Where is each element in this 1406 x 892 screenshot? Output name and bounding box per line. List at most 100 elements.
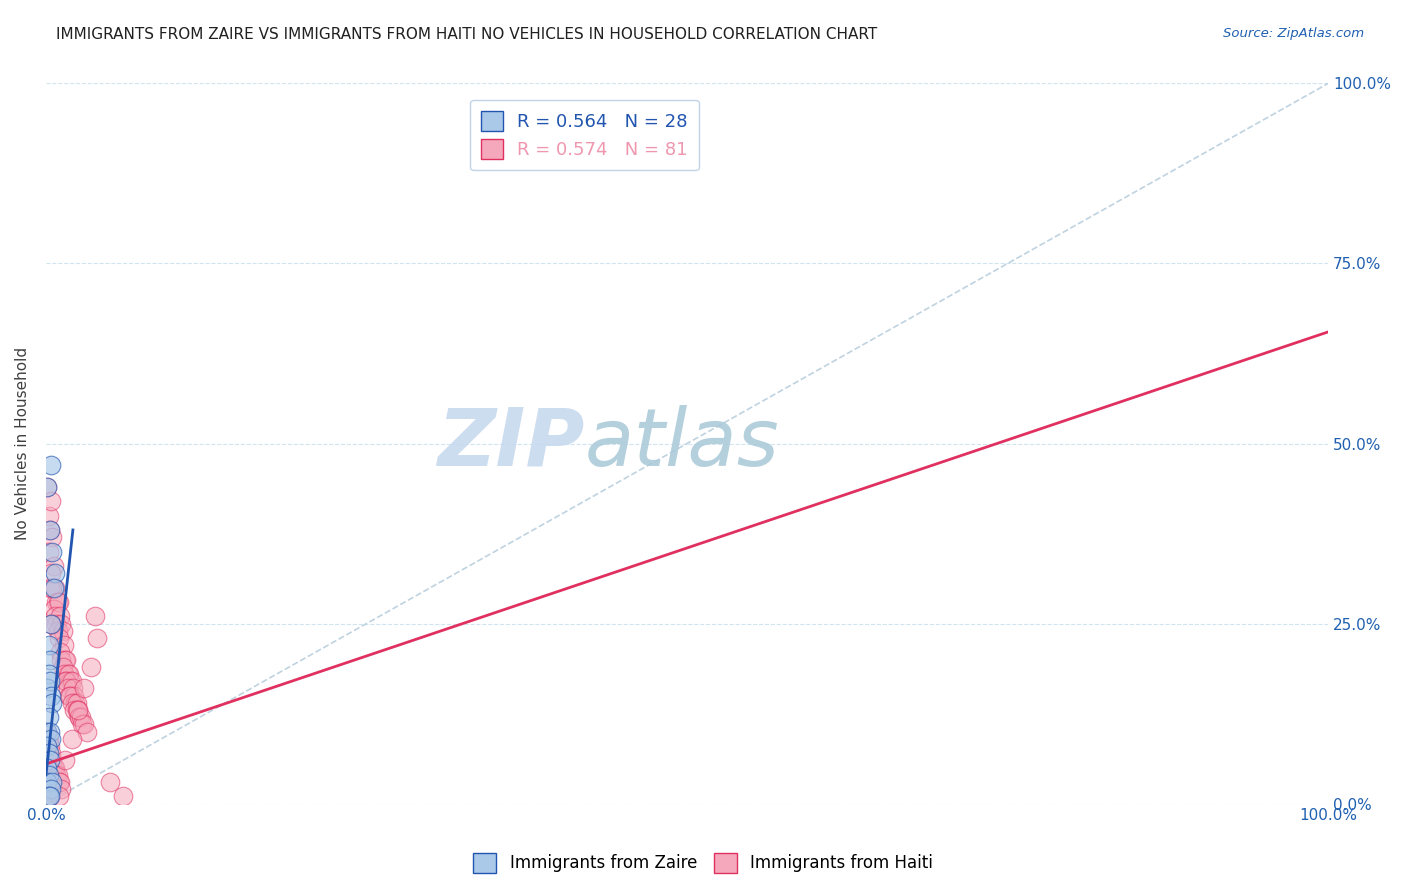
- Point: [48, 631, 70, 645]
- Text: ZIP: ZIP: [437, 405, 585, 483]
- Legend: R = 0.564   N = 28, R = 0.574   N = 81: R = 0.564 N = 28, R = 0.574 N = 81: [471, 100, 699, 170]
- Point: [39, 494, 62, 508]
- Text: IMMIGRANTS FROM ZAIRE VS IMMIGRANTS FROM HAITI NO VEHICLES IN HOUSEHOLD CORRELAT: IMMIGRANTS FROM ZAIRE VS IMMIGRANTS FROM…: [56, 27, 877, 42]
- Point: [41, 544, 63, 558]
- Point: [59, 689, 82, 703]
- Point: [42, 581, 65, 595]
- Point: [60, 674, 83, 689]
- Point: [67, 710, 90, 724]
- Point: [38, 652, 60, 666]
- Point: [44, 581, 66, 595]
- Point: [38, 523, 60, 537]
- Point: [38, 789, 60, 804]
- Point: [38, 746, 60, 760]
- Point: [45, 768, 67, 782]
- Point: [37, 480, 59, 494]
- Point: [65, 696, 87, 710]
- Point: [98, 775, 121, 789]
- Point: [49, 609, 72, 624]
- Point: [37, 724, 59, 739]
- Point: [37, 739, 59, 753]
- Point: [38, 523, 60, 537]
- Point: [41, 530, 63, 544]
- Point: [48, 775, 70, 789]
- Point: [52, 638, 75, 652]
- Point: [52, 624, 75, 638]
- Point: [51, 782, 73, 797]
- Point: [37, 681, 59, 696]
- Point: [39, 458, 62, 472]
- Point: [38, 753, 60, 767]
- Point: [53, 674, 76, 689]
- Point: [44, 566, 66, 581]
- Point: [59, 674, 82, 689]
- Point: [42, 761, 65, 775]
- Point: [39, 782, 62, 797]
- Point: [66, 703, 89, 717]
- Point: [56, 667, 79, 681]
- Point: [42, 558, 65, 573]
- Point: [41, 753, 63, 767]
- Point: [60, 696, 83, 710]
- Point: [38, 789, 60, 804]
- Point: [56, 681, 79, 696]
- Point: [41, 581, 63, 595]
- Point: [38, 710, 60, 724]
- Legend: Immigrants from Zaire, Immigrants from Haiti: Immigrants from Zaire, Immigrants from H…: [467, 847, 939, 880]
- Point: [86, 631, 108, 645]
- Point: [73, 717, 96, 731]
- Point: [55, 674, 77, 689]
- Point: [51, 616, 73, 631]
- Point: [53, 753, 76, 767]
- Point: [46, 595, 69, 609]
- Point: [63, 689, 86, 703]
- Point: [76, 724, 98, 739]
- Point: [41, 696, 63, 710]
- Point: [60, 731, 83, 746]
- Point: [37, 724, 59, 739]
- Point: [67, 710, 90, 724]
- Point: [38, 768, 60, 782]
- Point: [38, 581, 60, 595]
- Point: [38, 731, 60, 746]
- Point: [46, 768, 69, 782]
- Point: [58, 667, 80, 681]
- Point: [66, 703, 89, 717]
- Point: [62, 681, 84, 696]
- Point: [37, 761, 59, 775]
- Point: [48, 789, 70, 804]
- Point: [38, 739, 60, 753]
- Point: [38, 789, 60, 804]
- Point: [38, 724, 60, 739]
- Text: Source: ZipAtlas.com: Source: ZipAtlas.com: [1223, 27, 1364, 40]
- Point: [70, 717, 93, 731]
- Point: [49, 645, 72, 659]
- Point: [38, 508, 60, 523]
- Point: [51, 652, 73, 666]
- Point: [39, 689, 62, 703]
- Point: [39, 616, 62, 631]
- Point: [42, 602, 65, 616]
- Point: [37, 782, 59, 797]
- Point: [39, 566, 62, 581]
- Point: [66, 703, 89, 717]
- Point: [37, 775, 59, 789]
- Point: [52, 660, 75, 674]
- Point: [41, 775, 63, 789]
- Point: [38, 638, 60, 652]
- Point: [38, 674, 60, 689]
- Point: [38, 667, 60, 681]
- Point: [38, 789, 60, 804]
- Point: [55, 652, 77, 666]
- Y-axis label: No Vehicles in Household: No Vehicles in Household: [15, 347, 30, 540]
- Point: [52, 667, 75, 681]
- Point: [38, 544, 60, 558]
- Point: [80, 660, 103, 674]
- Point: [39, 616, 62, 631]
- Point: [37, 480, 59, 494]
- Text: atlas: atlas: [585, 405, 779, 483]
- Point: [58, 689, 80, 703]
- Point: [69, 710, 91, 724]
- Point: [45, 595, 67, 609]
- Point: [83, 609, 105, 624]
